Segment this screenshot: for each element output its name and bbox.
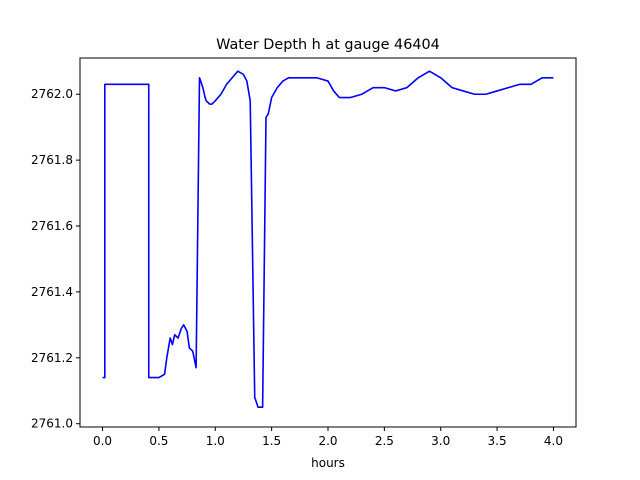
- x-tick-label: 1.0: [206, 434, 225, 448]
- y-tick-label: 2761.4: [31, 285, 73, 299]
- x-axis: 0.0 0.5 1.0 1.5 2.0 2.5 3.0 3.5 4.0: [93, 427, 563, 448]
- y-tick-label: 2761.8: [31, 153, 73, 167]
- x-tick-label: 1.5: [262, 434, 281, 448]
- plot-area: [102, 70, 554, 409]
- x-tick-label: 4.0: [544, 434, 563, 448]
- x-tick-label: 3.5: [488, 434, 507, 448]
- y-tick-label: 2761.6: [31, 219, 73, 233]
- y-tick-label: 2762.0: [31, 87, 73, 101]
- y-tick-label: 2761.2: [31, 351, 73, 365]
- x-tick-label: 2.5: [375, 434, 394, 448]
- chart-title: Water Depth h at gauge 46404: [216, 37, 440, 53]
- x-tick-label: 0.0: [93, 434, 112, 448]
- series-line-0: [102, 70, 554, 409]
- y-axis: 2761.0 2761.2 2761.4 2761.6 2761.8 2762.0: [31, 87, 80, 431]
- x-axis-label: hours: [311, 456, 345, 470]
- x-tick-label: 2.0: [318, 434, 337, 448]
- y-tick-label: 2761.0: [31, 417, 73, 431]
- x-tick-label: 0.5: [149, 434, 168, 448]
- x-tick-label: 3.0: [431, 434, 450, 448]
